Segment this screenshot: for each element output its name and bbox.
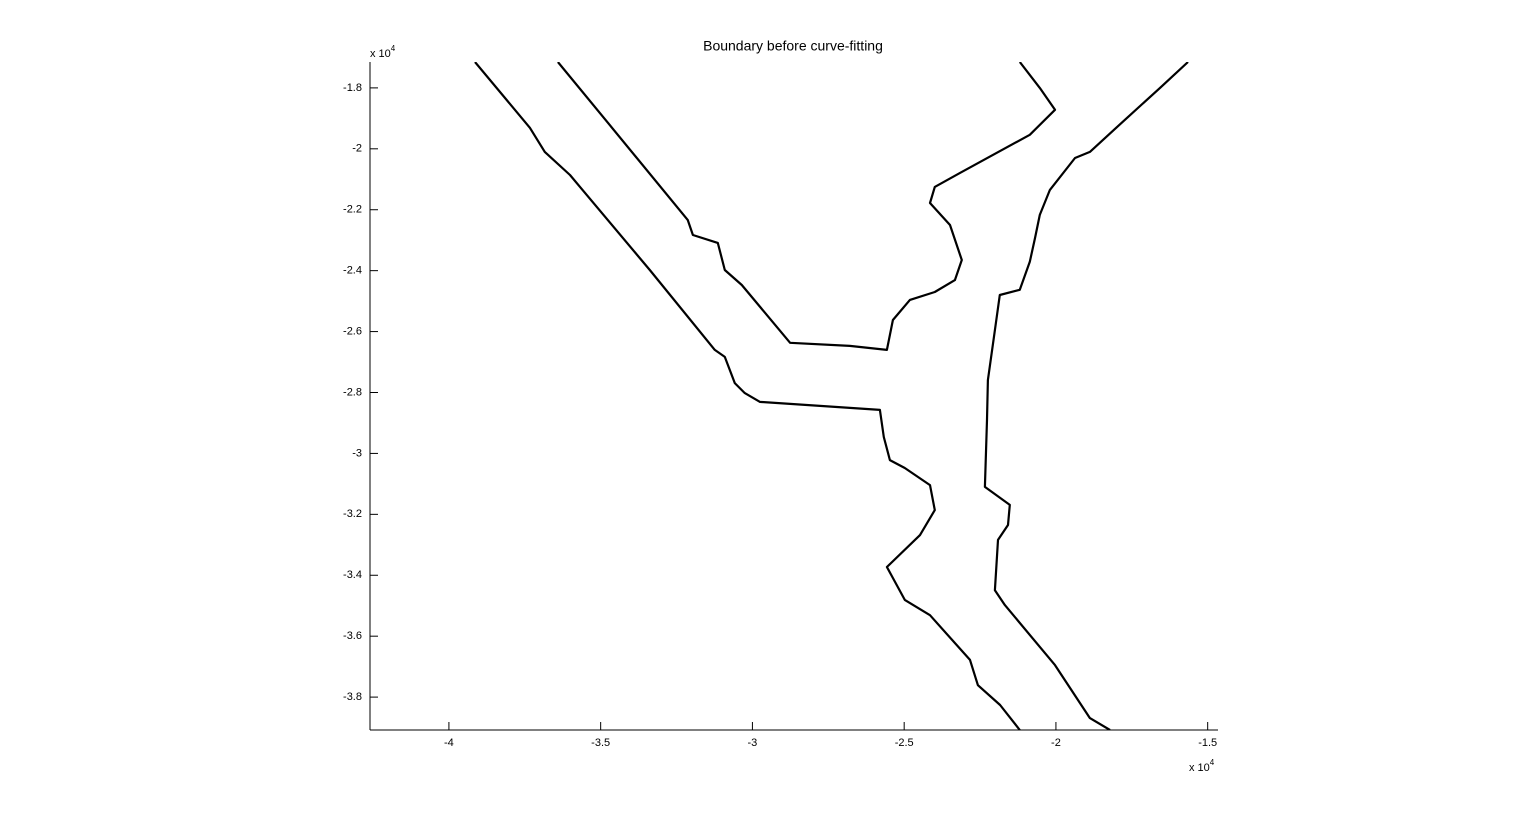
x-tick-label: -2 [1051, 737, 1061, 749]
boundary-line [557, 62, 1057, 351]
y-tick-label: -2.8 [343, 386, 362, 398]
y-tick-label: -2 [352, 143, 362, 155]
x-tick-label: -3 [748, 737, 758, 749]
y-tick-label: -2.2 [343, 204, 362, 216]
y-tick-label: -3.4 [343, 569, 362, 581]
plot-area [474, 62, 1189, 730]
y-tick-label: -2.6 [343, 325, 362, 337]
boundary-line [474, 62, 1021, 730]
y-tick-label: -2.4 [343, 265, 362, 277]
x-tick-label: -3.5 [591, 737, 610, 749]
y-tick-label: -3 [352, 447, 362, 459]
boundary-line [983, 62, 1189, 730]
x-multiplier-base: x 10 [1189, 762, 1210, 774]
y-multiplier-base: x 10 [370, 48, 391, 60]
x-tick-label: -4 [444, 737, 454, 749]
chart-title: Boundary before curve-fitting [703, 38, 883, 54]
y-multiplier-exponent: 4 [391, 44, 396, 53]
x-multiplier-exponent: 4 [1210, 758, 1215, 767]
y-tick-label: -3.2 [343, 508, 362, 520]
x-tick-label: -1.5 [1198, 737, 1217, 749]
x-multiplier: x 104 [1189, 758, 1215, 774]
x-tick-label: -2.5 [895, 737, 914, 749]
y-multiplier: x 104 [370, 44, 396, 60]
y-tick-label: -3.6 [343, 630, 362, 642]
y-tick-label: -1.8 [343, 82, 362, 94]
y-tick-label: -3.8 [343, 691, 362, 703]
